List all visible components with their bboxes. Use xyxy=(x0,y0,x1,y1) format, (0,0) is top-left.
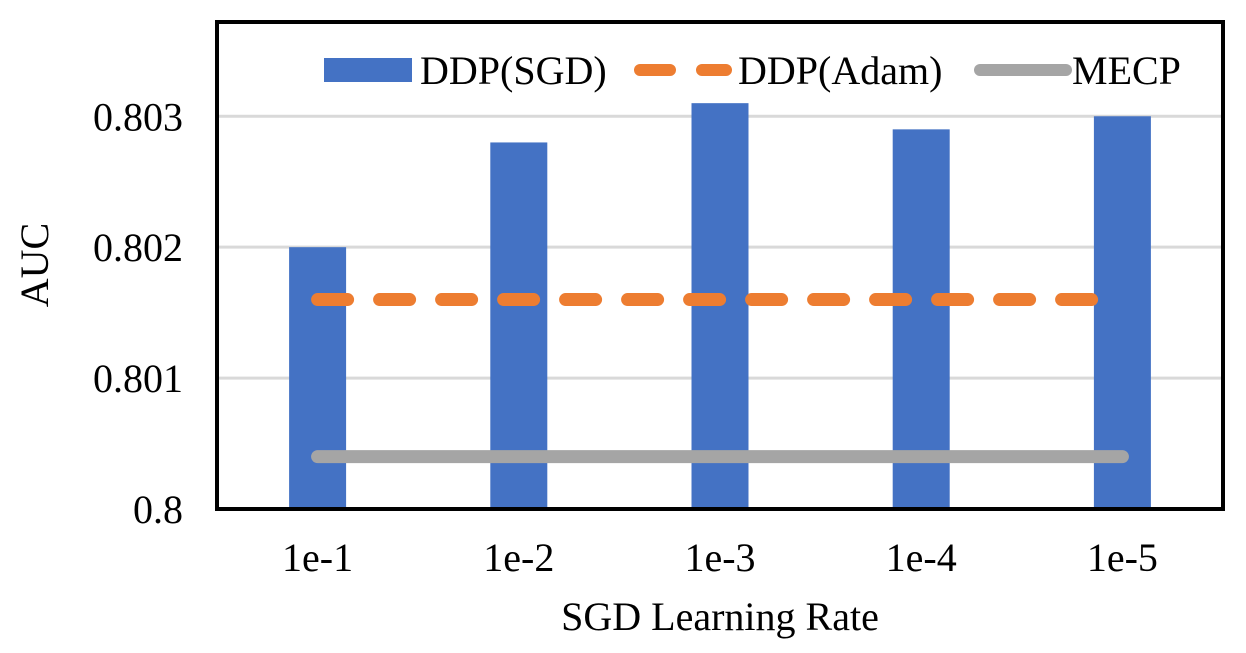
x-tick-label: 1e-4 xyxy=(886,535,957,580)
x-tick-label: 1e-5 xyxy=(1087,535,1158,580)
bar-1e-5 xyxy=(1093,116,1151,510)
legend-label: DDP(SGD) xyxy=(420,48,607,93)
y-tick-label: 0.802 xyxy=(93,225,183,270)
legend-swatch-ddp-sgd xyxy=(324,58,412,82)
legend-label: DDP(Adam) xyxy=(738,48,942,93)
legend-label: MECP xyxy=(1072,48,1181,93)
bar-1e-2 xyxy=(490,142,548,509)
series-lines xyxy=(311,293,1129,464)
x-axis-title: SGD Learning Rate xyxy=(561,594,879,639)
x-tick-label: 1e-1 xyxy=(282,535,353,580)
plot-frame xyxy=(215,20,1225,511)
x-tick-label: 1e-2 xyxy=(483,535,554,580)
y-tick-label: 0.803 xyxy=(93,94,183,139)
bar-1e-3 xyxy=(691,103,749,510)
y-axis-title: AUC xyxy=(12,223,57,307)
y-tick-label: 0.801 xyxy=(93,356,183,401)
y-tick-label: 0.8 xyxy=(133,487,183,532)
bar-1e-1 xyxy=(289,247,347,509)
bars xyxy=(289,103,1151,510)
x-tick-label: 1e-3 xyxy=(684,535,755,580)
y-tick-labels: 0.8 0.801 0.802 0.803 xyxy=(93,94,183,532)
legend: DDP(SGD) DDP(Adam) MECP xyxy=(324,48,1181,93)
bar-1e-4 xyxy=(892,129,950,509)
x-tick-labels: 1e-1 1e-2 1e-3 1e-4 1e-5 xyxy=(282,535,1158,580)
